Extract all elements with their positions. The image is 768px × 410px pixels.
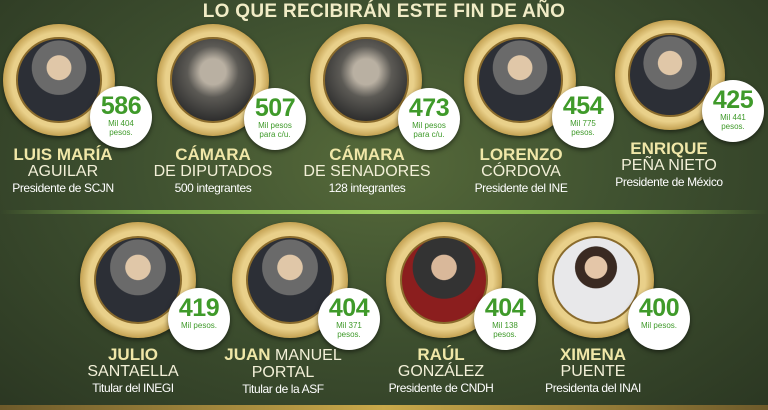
first-name: JULIO xyxy=(107,345,159,364)
amount-badge: 404 Mil 371 pesos. xyxy=(318,288,380,350)
last-name: SANTAELLA xyxy=(87,363,179,380)
amount-detail: Mil pesos para c/u. xyxy=(412,121,446,139)
amount: 404 xyxy=(484,294,526,322)
amount: 425 xyxy=(712,86,754,114)
last-name: PORTAL xyxy=(251,364,315,381)
amount: 400 xyxy=(638,294,680,322)
amount-badge: 419 Mil pesos. xyxy=(168,288,230,350)
amount-badge: 454 Mil 775 pesos. xyxy=(552,86,614,148)
amount-detail: Mil 371 pesos. xyxy=(336,321,362,339)
role: Presidenta del INAI xyxy=(545,381,641,395)
last-name: GONZÁLEZ xyxy=(397,363,485,380)
name-block: ENRIQUE PEÑA NIETO Presidente de México xyxy=(594,140,744,191)
amount-badge: 425 Mil 441 pesos. xyxy=(702,80,764,142)
photo-camara-senadores xyxy=(323,37,409,123)
photo-medallion xyxy=(3,24,115,136)
portrait-ximena-puente xyxy=(551,235,641,325)
last-name: AGUILAR xyxy=(27,163,99,180)
bottom-border xyxy=(0,405,768,410)
amount-detail: Mil 441 pesos. xyxy=(720,113,746,131)
amount-badge: 473 Mil pesos para c/u. xyxy=(398,88,460,150)
role: 128 integrantes xyxy=(328,181,406,195)
amount: 586 xyxy=(100,92,142,120)
last-name: DE SENADORES xyxy=(303,163,431,180)
last-name: DE DIPUTADOS xyxy=(153,163,273,180)
amount-detail: Mil 404 pesos. xyxy=(108,119,134,137)
amount: 404 xyxy=(328,294,370,322)
role: Presidente de México xyxy=(615,175,723,189)
first-name: JUAN xyxy=(224,345,271,364)
portrait-luis-maria-aguilar xyxy=(16,37,102,123)
amount-detail: Mil pesos. xyxy=(640,321,677,330)
infographic-title: LO QUE RECIBIRÁN ESTE FIN DE AÑO xyxy=(202,1,566,22)
first-name: LUIS MARÍA xyxy=(13,145,113,164)
amount-badge: 400 Mil pesos. xyxy=(628,288,690,350)
portrait-lorenzo-cordova xyxy=(477,37,563,123)
name-block: JULIO SANTAELLA Titular del INEGI xyxy=(58,346,208,397)
amount: 419 xyxy=(178,294,220,322)
first-name: ENRIQUE xyxy=(630,139,708,158)
amount-detail: Mil pesos para c/u. xyxy=(258,121,292,139)
first-name: RAÚL xyxy=(417,345,465,364)
amount-badge: 507 Mil pesos para c/u. xyxy=(244,88,306,150)
amount: 454 xyxy=(562,92,604,120)
amount-detail: Mil pesos. xyxy=(180,321,217,330)
role: Presidente del INE xyxy=(474,181,568,195)
name-block: LUIS MARÍA AGUILAR Presidente de SCJN xyxy=(0,146,138,197)
first-name: LORENZO xyxy=(479,145,563,164)
portrait-enrique-pena-nieto xyxy=(628,33,712,117)
amount: 473 xyxy=(408,94,450,122)
role: Presidente de SCJN xyxy=(12,181,114,195)
amount-badge: 586 Mil 404 pesos. xyxy=(90,86,152,148)
first-name: CÁMARA xyxy=(175,145,251,164)
role: 500 integrantes xyxy=(174,181,252,195)
first-name: XIMENA xyxy=(559,345,627,364)
name-block: RAÚL GONZÁLEZ Presidente de CNDH xyxy=(366,346,516,397)
photo-medallion xyxy=(538,222,654,338)
middle-name: MANUEL xyxy=(275,347,342,364)
first-name: CÁMARA xyxy=(329,145,405,164)
portrait-julio-santaella xyxy=(93,235,183,325)
name-block: XIMENA PUENTE Presidenta del INAI xyxy=(518,346,668,397)
last-name: PEÑA NIETO xyxy=(621,157,717,174)
role: Presidente de CNDH xyxy=(388,381,494,395)
name-block: LORENZO CÓRDOVA Presidente del INE xyxy=(446,146,596,197)
role: Titular del INEGI xyxy=(92,381,174,395)
photo-camara-diputados xyxy=(170,37,256,123)
amount: 507 xyxy=(254,94,296,122)
name-block: JUAN MANUEL PORTAL Titular de la ASF xyxy=(208,346,358,398)
name-block: CÁMARA DE DIPUTADOS 500 integrantes xyxy=(138,146,288,197)
last-name: PUENTE xyxy=(560,363,626,380)
portrait-raul-gonzalez xyxy=(399,235,489,325)
amount-detail: Mil 775 pesos. xyxy=(570,119,596,137)
row-divider xyxy=(0,210,768,214)
amount-detail: Mil 138 pesos. xyxy=(492,321,518,339)
name-block: CÁMARA DE SENADORES 128 integrantes xyxy=(292,146,442,197)
amount-badge: 404 Mil 138 pesos. xyxy=(474,288,536,350)
role: Titular de la ASF xyxy=(242,382,324,396)
last-name: CÓRDOVA xyxy=(481,163,561,180)
